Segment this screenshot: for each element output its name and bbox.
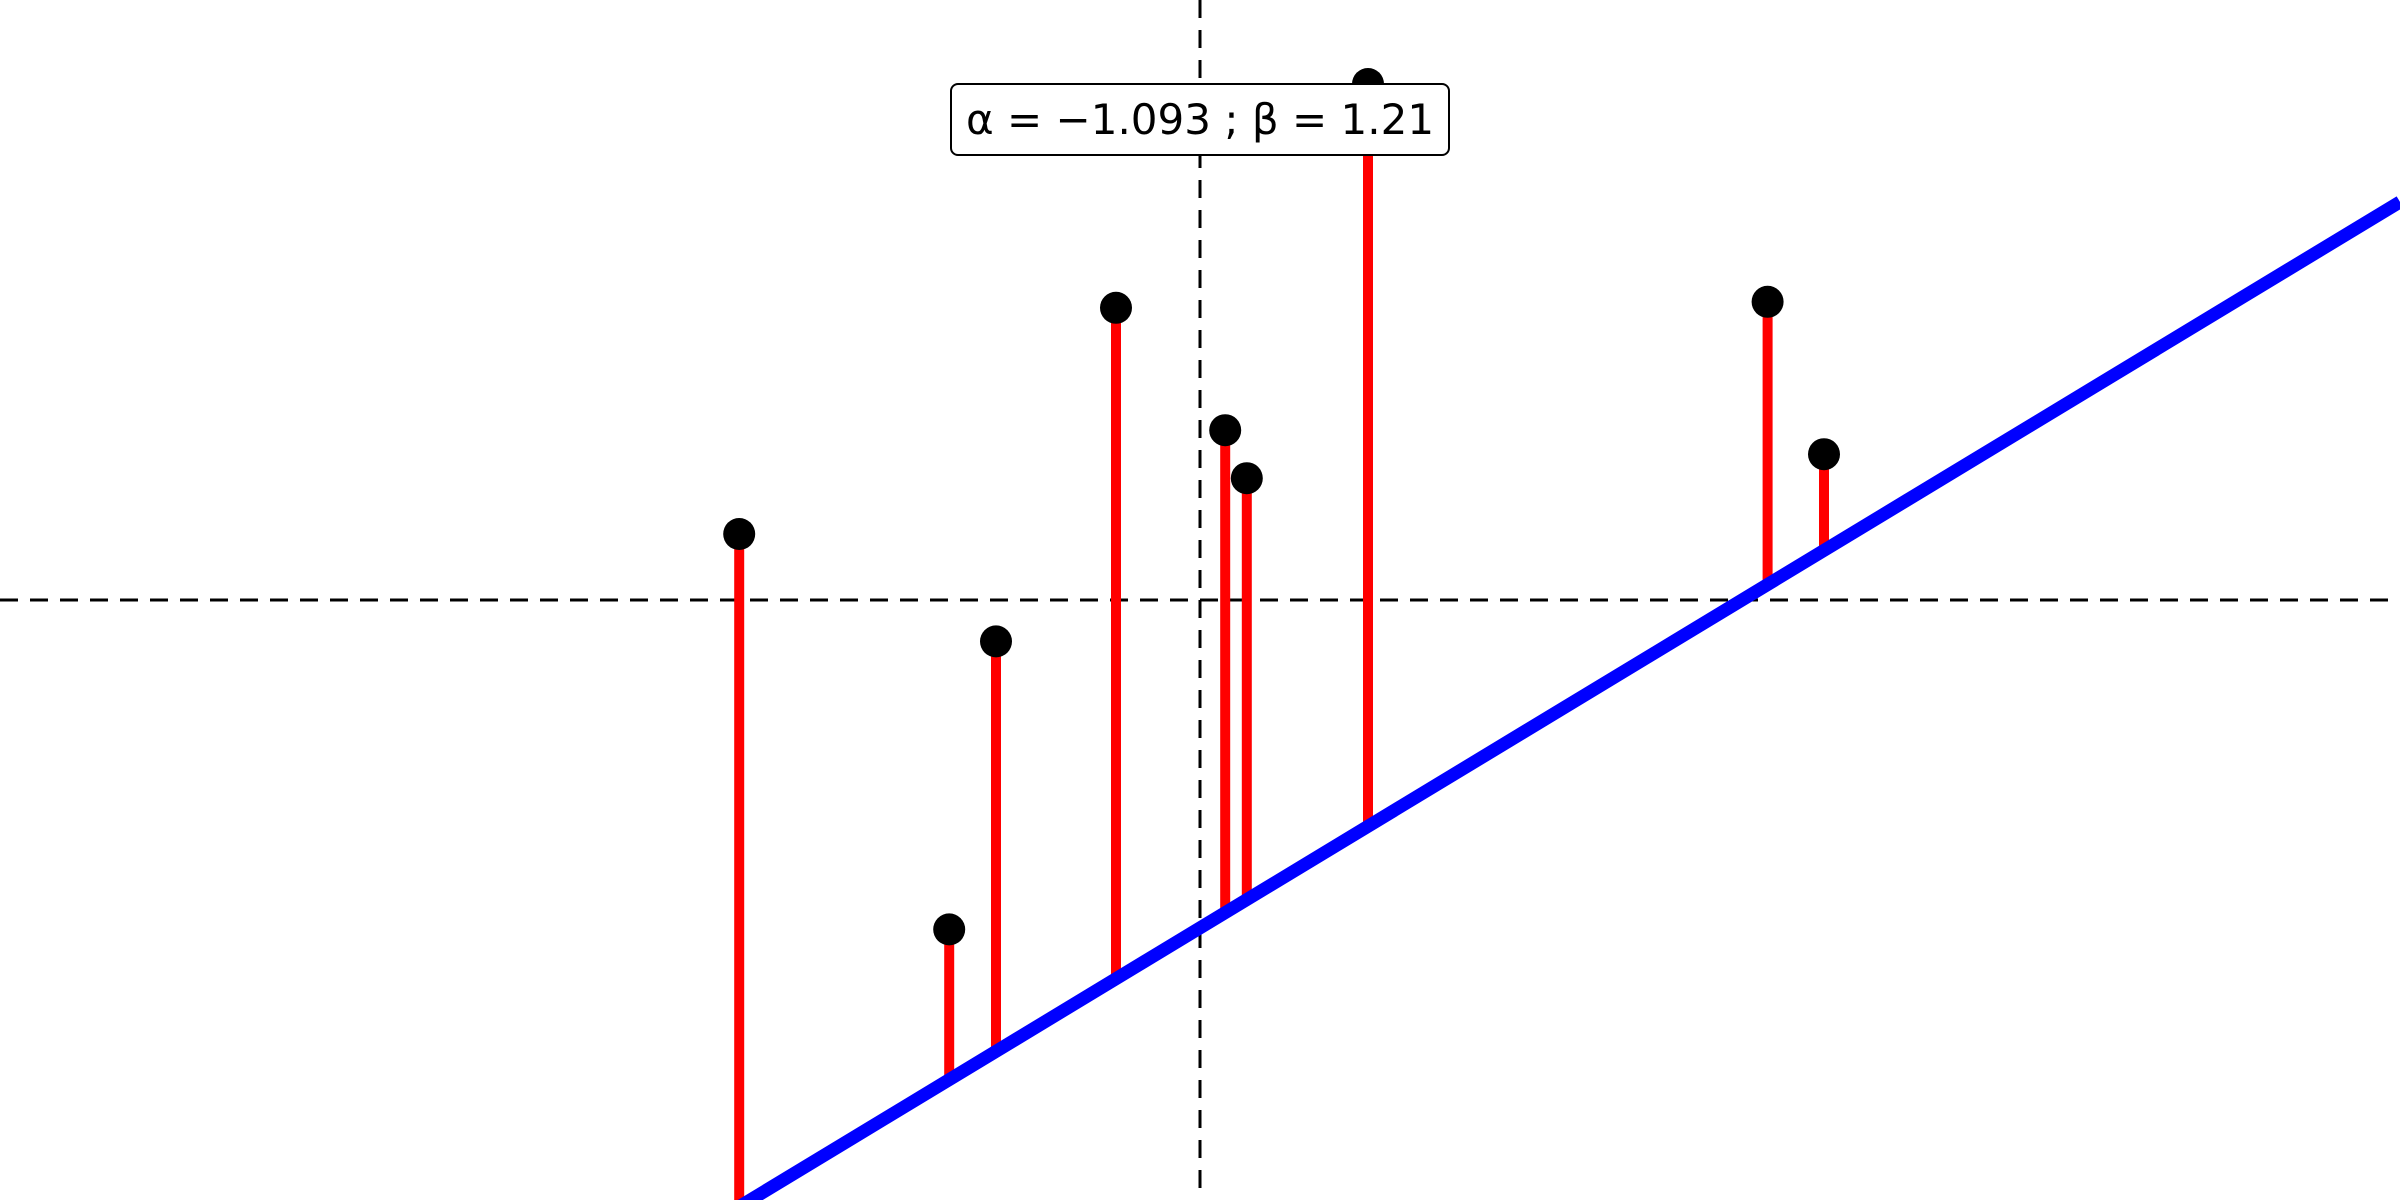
data-points	[723, 68, 1840, 946]
data-point	[1209, 414, 1242, 447]
data-point	[723, 518, 756, 550]
alpha-label: α =	[965, 95, 1056, 144]
beta-value: 1.21	[1340, 95, 1435, 144]
data-point	[1100, 291, 1132, 324]
data-point	[1808, 438, 1840, 471]
data-point	[1751, 285, 1784, 318]
data-point	[933, 913, 966, 946]
parameter-annotation: α = −1.093 ; β = 1.21	[950, 83, 1450, 156]
data-point	[980, 625, 1012, 658]
data-point	[1230, 462, 1263, 495]
residual-lines	[734, 84, 1829, 1200]
beta-label: β =	[1251, 95, 1341, 144]
fit-line	[737, 196, 2400, 1200]
alpha-value: −1.093	[1055, 95, 1211, 144]
annotation-separator: ;	[1210, 95, 1252, 144]
fit-line-group	[737, 196, 2400, 1200]
